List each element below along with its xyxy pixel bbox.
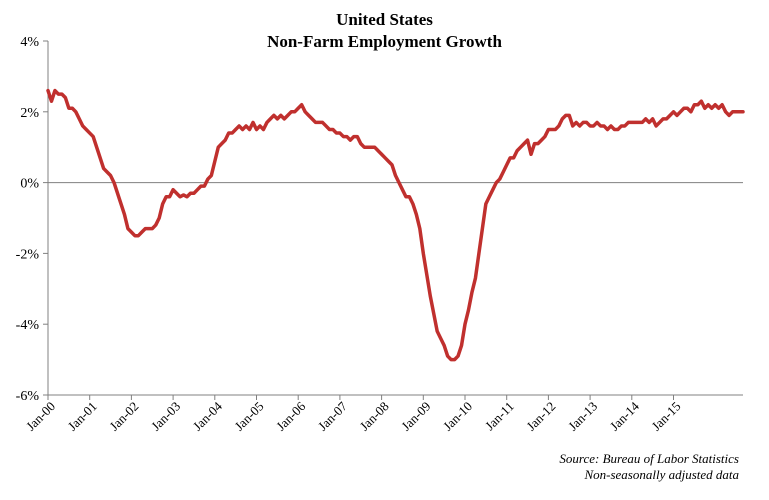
y-tick-label: 4%	[20, 35, 39, 50]
chart-title: United States	[336, 10, 433, 29]
series-layer	[46, 88, 745, 362]
x-tick-label: Jan-13	[565, 399, 600, 434]
x-tick-label: Jan-15	[648, 399, 683, 434]
chart-subtitle: Non-Farm Employment Growth	[267, 32, 502, 51]
data-note: Non-seasonally adjusted data	[584, 467, 739, 482]
y-tick-label: -2%	[16, 247, 40, 262]
x-tick-label: Jan-08	[357, 399, 392, 434]
x-tick-labels: Jan-00 Jan-01 Jan-02 Jan-03 Jan-04 Jan-05 Jan-…	[23, 395, 684, 434]
x-tick-label: Jan-11	[482, 399, 517, 434]
x-tick-label: Jan-10	[440, 399, 475, 434]
x-tick-label: Jan-06	[273, 398, 308, 433]
x-tick-label: Jan-12	[523, 399, 558, 434]
employment-growth-line	[46, 88, 745, 362]
y-tick-label: 0%	[20, 177, 39, 192]
y-tick-label: 2%	[20, 106, 39, 121]
x-tick-label: Jan-03	[148, 399, 183, 434]
x-tick-label: Jan-01	[65, 399, 100, 434]
source-note: Source: Bureau of Labor Statistics	[559, 451, 739, 466]
y-tick-label: -4%	[16, 318, 40, 333]
x-tick-label: Jan-14	[607, 398, 642, 433]
x-tick-label: Jan-09	[398, 399, 433, 434]
x-tick-label: Jan-04	[190, 398, 225, 433]
y-tick-label: -6%	[16, 389, 40, 404]
x-tick-label: Jan-02	[106, 399, 141, 434]
y-tick-labels: -6% -4% -2% 0% 2% 4%	[16, 35, 48, 404]
x-tick-label: Jan-07	[315, 398, 350, 433]
axes	[47, 41, 743, 396]
x-tick-label: Jan-05	[231, 399, 266, 434]
